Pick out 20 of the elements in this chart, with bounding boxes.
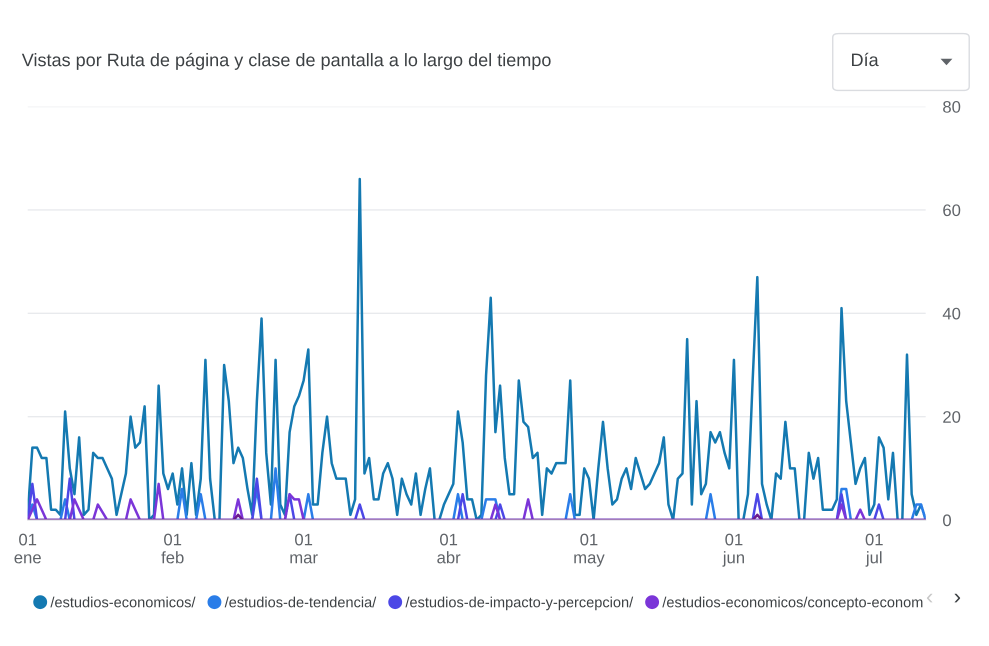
legend-label: /estudios-de-impacto-y-percepcion/ — [405, 596, 634, 610]
x-tick-label: 01 may — [574, 534, 605, 567]
y-tick-label: 60 — [943, 204, 960, 216]
legend-label: /estudios-economicos/concepto-econom — [662, 596, 922, 610]
text: ‹ — [926, 594, 932, 602]
legend-label: /estudios-economicos/ — [50, 596, 196, 608]
x-tick-label: 01 ene — [14, 534, 41, 564]
chart-title: Vistas por Ruta de página y clase de pantalla a lo largo del tiempo — [22, 52, 551, 70]
x-tick-label: 01 abr — [437, 534, 460, 564]
legend-label: /estudios-de-tendencia/ — [224, 596, 376, 608]
x-tick-label: 01 feb — [161, 534, 184, 564]
y-tick-label: 20 — [943, 411, 960, 423]
y-tick-label: 80 — [943, 100, 960, 113]
y-tick-label: 0 — [943, 514, 951, 526]
text: › — [954, 594, 960, 602]
y-tick-label: 40 — [942, 308, 960, 320]
x-tick-label: 01 jun — [722, 534, 744, 567]
text: Día — [852, 52, 879, 66]
x-tick-label: 01 jul — [866, 534, 883, 567]
x-tick-label: 01 mar — [290, 534, 318, 564]
